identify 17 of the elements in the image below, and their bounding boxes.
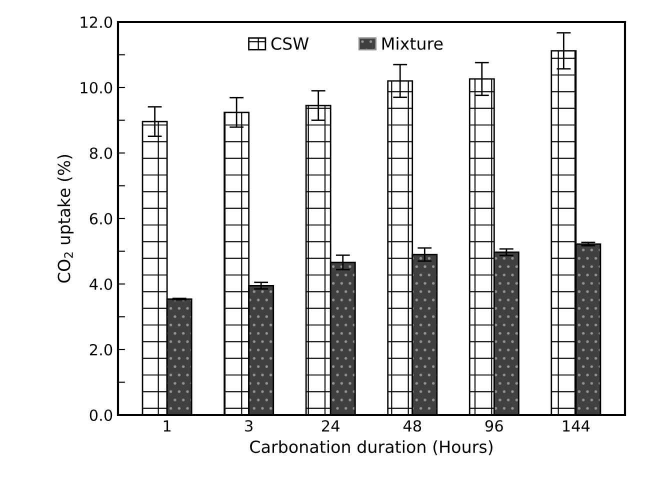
y-tick-label: 4.0 bbox=[90, 278, 112, 290]
y-tick-label: 2.0 bbox=[90, 344, 112, 356]
y-tick-label: 8.0 bbox=[90, 147, 112, 160]
x-axis-title: Carbonation duration (Hours) bbox=[250, 440, 492, 456]
y-tick-label: 0.0 bbox=[90, 409, 112, 422]
x-tick-label: 24 bbox=[322, 420, 340, 432]
x-tick-label: 48 bbox=[403, 420, 422, 432]
x-tick-label: 3 bbox=[245, 420, 252, 432]
x-tick-label: 96 bbox=[485, 420, 503, 432]
y-tick-label: 10.0 bbox=[80, 82, 112, 94]
y-tick-label: 6.0 bbox=[90, 212, 112, 225]
x-tick-label: 144 bbox=[563, 420, 590, 432]
legend-label: Mixture bbox=[382, 37, 443, 50]
y-tick-label: 12.0 bbox=[80, 16, 112, 28]
x-tick-label: 1 bbox=[164, 420, 171, 432]
y-axis-title: CO$_{2}$ uptake (%) bbox=[57, 154, 74, 283]
legend-label: CSW bbox=[271, 37, 309, 50]
